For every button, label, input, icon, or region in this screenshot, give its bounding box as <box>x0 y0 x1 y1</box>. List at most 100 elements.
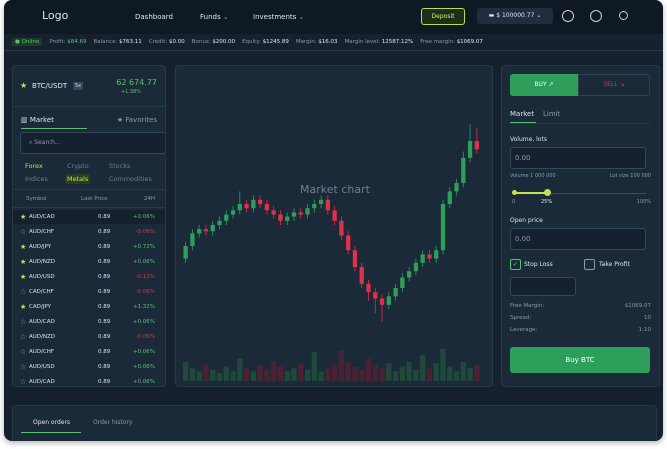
sell-button[interactable]: SELL ↘ <box>578 74 650 96</box>
tab-text: Favorites <box>125 116 157 124</box>
divider <box>510 123 650 124</box>
candle-body <box>203 229 209 232</box>
favorite-star[interactable]: ★ <box>20 303 27 311</box>
candle-body <box>434 250 439 259</box>
balance: $ 100000.77 <box>496 12 535 19</box>
status-label: Margin level: <box>344 39 381 45</box>
table-divider <box>13 207 165 208</box>
input-value: 0.00 <box>515 235 531 243</box>
tab[interactable]: ▥ Market <box>21 116 54 124</box>
slider-track[interactable] <box>514 193 646 194</box>
orders-tab[interactable]: Order history <box>93 419 133 426</box>
category-tab[interactable]: Commodities <box>109 175 152 183</box>
column-header: 24H <box>143 196 155 202</box>
order-tab[interactable]: Market <box>510 110 535 118</box>
candle-body <box>298 212 303 215</box>
row-price: 0.89 <box>98 289 111 295</box>
category-tab[interactable]: Forex <box>25 162 43 170</box>
favorite-star[interactable]: ☆ <box>20 378 27 386</box>
volume-bar <box>196 371 202 381</box>
favorite-star[interactable]: ★ <box>20 213 27 221</box>
chart-title: Market chart <box>300 183 371 196</box>
candle-body <box>258 199 263 204</box>
nav-link[interactable]: Funds ⌄ <box>200 13 229 21</box>
volume-bar <box>210 369 216 381</box>
balance-dropdown[interactable]: ▬ $ 100000.77 ⌄ <box>477 8 553 24</box>
logo[interactable]: Logo <box>42 9 69 22</box>
favorite-star[interactable]: ☆ <box>20 363 27 371</box>
volume-bar <box>237 358 243 381</box>
stop-loss-input[interactable] <box>510 277 576 296</box>
status-label: Credit: <box>148 39 168 45</box>
candle-body <box>197 229 202 234</box>
buy-button[interactable]: BUY ↗ <box>510 74 578 96</box>
favorite-star[interactable]: ☆ <box>20 318 27 326</box>
category-tab[interactable]: Crypto <box>67 162 89 170</box>
search-input[interactable]: ⌕ Search... <box>20 132 165 154</box>
tab-underline <box>21 128 87 129</box>
label: Open price <box>510 217 543 224</box>
submit-button[interactable]: Buy BTC <box>510 347 650 373</box>
nav-link[interactable]: Dashboard <box>135 13 173 21</box>
help-icon[interactable] <box>590 10 602 22</box>
candle-body <box>339 220 344 236</box>
volume-input[interactable]: 0.00 <box>510 147 646 169</box>
favorite-star[interactable]: ☆ <box>20 228 27 236</box>
volume-bar <box>433 363 439 381</box>
row-symbol: AUD/CHF <box>29 229 55 235</box>
favorite-star[interactable]: ☆ <box>20 348 27 356</box>
row-change: +0.06% <box>132 349 155 355</box>
category-tab[interactable]: Indices <box>25 175 48 183</box>
favorite-star[interactable]: ☆ <box>20 288 27 296</box>
candle-body <box>210 225 215 232</box>
candle-body <box>373 292 378 299</box>
candle-body <box>359 267 364 284</box>
candle-body <box>318 199 324 204</box>
nav-link[interactable]: Investments ⌄ <box>253 13 305 21</box>
stat-value: $1069.07 <box>624 303 651 309</box>
theme-icon[interactable] <box>619 11 628 20</box>
deposit-button[interactable]: Deposit <box>421 8 465 25</box>
volume-bar <box>223 366 229 381</box>
profile-icon[interactable] <box>562 10 574 22</box>
candle-body <box>325 199 330 211</box>
row-change: -0.06% <box>135 334 155 340</box>
order-tab[interactable]: Limit <box>543 110 561 118</box>
status-item: Equity: $1245.89 <box>242 39 289 45</box>
candle-body <box>332 210 337 221</box>
take-profit-checkbox[interactable] <box>584 259 595 270</box>
order-panel: BUY ↗ SELL ↘ Market Limit Volume, lots 0… <box>501 65 660 387</box>
category-tab[interactable]: Stocks <box>109 162 131 170</box>
status-item: Margin: $16.03 <box>296 39 338 45</box>
tab[interactable]: ★ Favorites <box>116 116 157 124</box>
candle-body <box>305 208 310 215</box>
row-change: +0.06% <box>132 379 155 385</box>
open-price-input[interactable]: 0.00 <box>510 228 646 250</box>
change: +1.38% <box>120 89 141 95</box>
leverage: 5x <box>73 82 84 90</box>
favorite-star[interactable]: ★ <box>20 258 27 266</box>
favorite-star[interactable]: ★ <box>20 243 27 251</box>
status-label: Balance: <box>93 39 118 45</box>
candle-body <box>407 271 412 278</box>
orders-tab[interactable]: Open orders <box>33 419 71 426</box>
favorite-star[interactable]: ☆ <box>20 333 27 341</box>
candle-body <box>440 204 446 251</box>
app: Logo Dashboard Funds ⌄ Investments ⌄ Dep… <box>4 0 663 441</box>
stop-loss-checkbox[interactable]: ✓ <box>510 259 521 270</box>
slider-handle[interactable] <box>544 189 551 196</box>
slider-fill <box>514 192 547 194</box>
favorite-star[interactable]: ★ <box>20 273 27 281</box>
category-tab[interactable]: Metals <box>65 174 91 184</box>
row-change: +0.06% <box>132 319 155 325</box>
candle-body <box>400 277 405 288</box>
status-item: Profit: $84.69 <box>49 39 86 45</box>
volume-bar <box>304 369 311 381</box>
status-label: Bonus: <box>191 39 211 45</box>
row-change: -0.06% <box>135 289 155 295</box>
volume-bar <box>352 366 358 381</box>
volume-bar <box>189 368 196 381</box>
row-symbol: CAD/CHF <box>29 289 54 295</box>
volume-bar <box>298 363 304 381</box>
